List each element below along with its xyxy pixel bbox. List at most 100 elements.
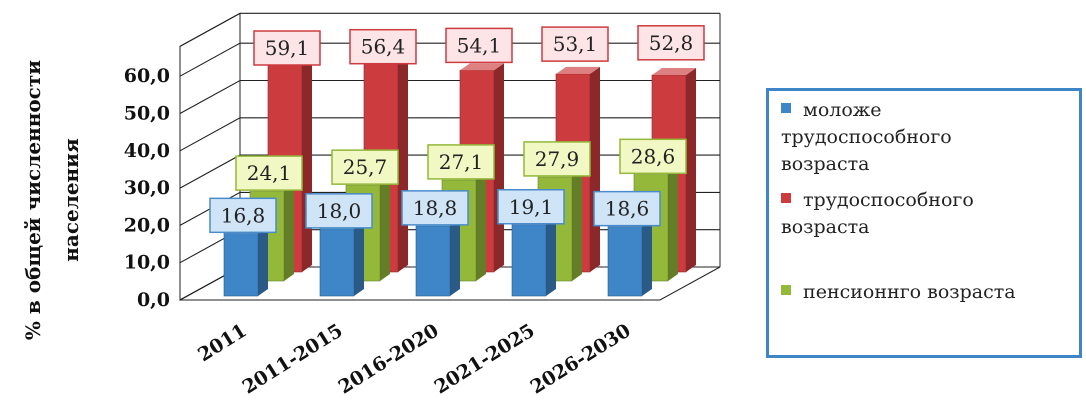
data-label-text: 54,1 xyxy=(457,33,502,57)
data-label: 18,0 xyxy=(305,193,373,229)
data-label-box xyxy=(593,190,661,227)
x-tick-label: 2011 xyxy=(194,320,251,367)
legend-label-young: моложе трудоспособного возраста xyxy=(781,99,952,175)
data-label-text: 27,9 xyxy=(535,147,580,171)
x-tick-label: 2011-2015 xyxy=(239,320,347,399)
y-axis-label-line-2: населения xyxy=(59,138,83,262)
data-label: 19,1 xyxy=(497,189,565,225)
data-label-box xyxy=(401,190,469,226)
data-label-text: 16,8 xyxy=(221,203,266,227)
data-label-text: 53,1 xyxy=(553,32,598,56)
bar-side xyxy=(572,169,582,281)
data-label-text: 28,6 xyxy=(631,144,676,168)
bar-front xyxy=(607,226,643,297)
bar xyxy=(511,217,556,297)
data-label: 16,8 xyxy=(209,197,277,234)
y-axis-ticks: 0,0 10,0 20,0 30,0 40,0 50,0 60,0 xyxy=(124,65,170,311)
data-label-box xyxy=(235,155,303,191)
data-label-text: 52,8 xyxy=(649,31,694,55)
bar-side xyxy=(476,172,486,281)
y-tick-label: 0,0 xyxy=(137,289,170,311)
data-label-box xyxy=(209,197,277,234)
bar-side xyxy=(686,68,696,272)
data-label: 25,7 xyxy=(331,149,399,185)
data-label: 28,6 xyxy=(619,138,687,175)
bar-side xyxy=(494,63,504,272)
data-label-text: 19,1 xyxy=(509,195,554,219)
data-label: 27,9 xyxy=(523,141,591,177)
data-label-box xyxy=(541,26,609,62)
y-tick-label: 10,0 xyxy=(124,252,170,274)
legend: моложе трудоспособного возраста трудоспо… xyxy=(766,88,1082,358)
bar xyxy=(607,219,652,297)
y-tick-label: 30,0 xyxy=(124,177,170,199)
bar-front xyxy=(415,225,451,297)
bar-top xyxy=(460,63,504,71)
data-label-text: 24,1 xyxy=(247,161,292,185)
bar-side xyxy=(450,218,460,296)
y-axis-label: % в общей численности населения xyxy=(21,60,83,340)
data-label-box xyxy=(427,144,495,180)
y-tick-label: 40,0 xyxy=(124,140,170,162)
data-label-text: 25,7 xyxy=(343,155,388,179)
bar-side xyxy=(642,219,652,296)
data-label: 53,1 xyxy=(541,26,609,62)
legend-item-pension: пенсионнго возраста xyxy=(781,279,1016,306)
data-label-box xyxy=(619,138,687,175)
bar xyxy=(319,221,364,297)
bars: 28,6 52,8 27,9 53,1 27,1 54,1 25,7 56,4 24,1 59,1… xyxy=(209,25,705,297)
data-label: 18,8 xyxy=(401,190,469,226)
gridline-top xyxy=(179,12,720,47)
data-label-box xyxy=(523,141,591,177)
data-label: 27,1 xyxy=(427,144,495,180)
bar-side xyxy=(354,221,364,296)
bar xyxy=(223,226,268,297)
data-label-box xyxy=(331,149,399,185)
legend-item-working: трудоспособного возраста xyxy=(781,187,974,241)
legend-swatch-young xyxy=(781,103,791,113)
legend-label-pension: пенсионнго возраста xyxy=(803,281,1016,303)
data-label: 18,6 xyxy=(593,190,661,227)
bar-top xyxy=(652,68,696,76)
bar-front xyxy=(223,233,259,297)
y-axis-label-line-1: % в общей численности xyxy=(21,60,45,340)
bar-side xyxy=(546,217,556,296)
data-label-text: 18,6 xyxy=(605,197,650,221)
data-label: 59,1 xyxy=(253,30,321,66)
bar-side xyxy=(258,226,268,296)
bar-side xyxy=(284,184,294,281)
y-tick-label: 60,0 xyxy=(124,65,170,87)
bar-top xyxy=(556,66,600,74)
y-tick-label: 20,0 xyxy=(124,214,170,236)
data-label: 24,1 xyxy=(235,155,303,191)
legend-swatch-working xyxy=(781,193,791,203)
x-tick-label: 2021-2025 xyxy=(431,320,539,399)
data-label-box xyxy=(445,27,513,64)
bar-side xyxy=(590,66,600,272)
data-label-box xyxy=(637,25,705,61)
data-label-text: 27,1 xyxy=(439,150,484,174)
y-tick-label: 50,0 xyxy=(124,103,170,125)
bar-side xyxy=(668,167,678,281)
data-label-text: 18,8 xyxy=(413,196,458,220)
data-label-box xyxy=(349,28,417,65)
data-label: 54,1 xyxy=(445,27,513,64)
data-label: 56,4 xyxy=(349,28,417,65)
bar-side xyxy=(398,54,408,273)
legend-item-young: моложе трудоспособного возраста xyxy=(781,97,952,178)
data-label-box xyxy=(253,30,321,66)
x-tick-label: 2026-2030 xyxy=(527,320,635,399)
bar-front xyxy=(319,228,355,297)
bar xyxy=(415,218,460,297)
data-label: 52,8 xyxy=(637,25,705,61)
x-tick-label: 2016-2020 xyxy=(335,320,443,399)
legend-swatch-pension xyxy=(781,285,791,295)
legend-label-working: трудоспособного возраста xyxy=(781,189,974,238)
data-label-box xyxy=(497,189,565,225)
data-label-text: 59,1 xyxy=(265,36,310,60)
data-label-text: 18,0 xyxy=(317,199,362,223)
bar-side xyxy=(380,178,390,281)
bar-side xyxy=(302,44,312,272)
